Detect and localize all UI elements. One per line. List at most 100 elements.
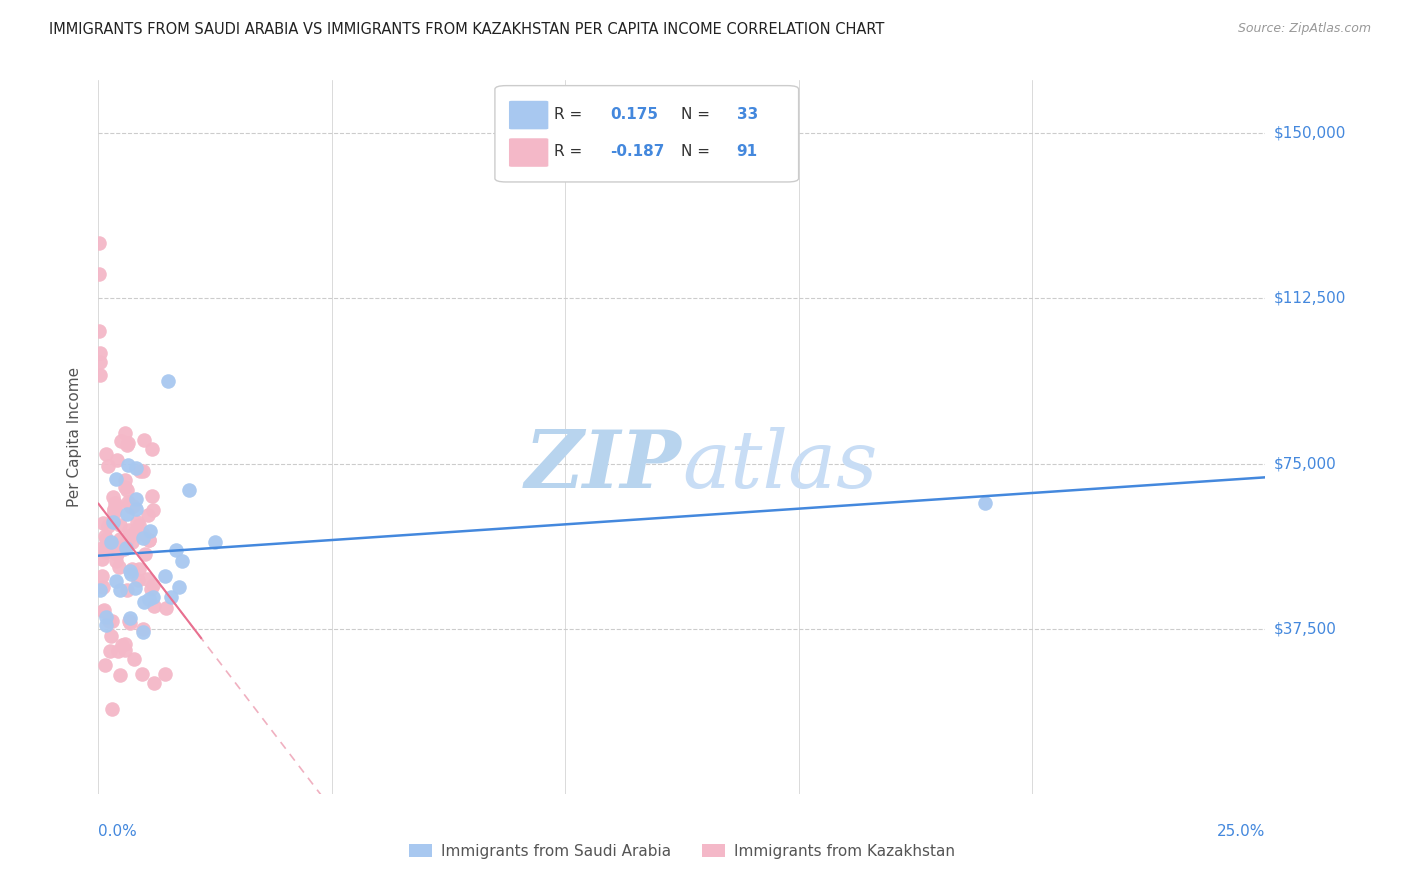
Point: [89, 582, 111, 597]
FancyBboxPatch shape: [509, 101, 548, 129]
Point: [132, 622, 155, 636]
Point: [110, 434, 132, 448]
Text: -0.187: -0.187: [610, 145, 665, 159]
Text: atlas: atlas: [682, 427, 877, 504]
Text: R =: R =: [554, 145, 588, 159]
Point: [107, 643, 129, 657]
Point: [167, 580, 190, 594]
Point: [117, 523, 139, 537]
Point: [120, 564, 142, 578]
Point: [143, 599, 166, 613]
Point: [89, 355, 111, 369]
Point: [153, 667, 176, 681]
Text: IMMIGRANTS FROM SAUDI ARABIA VS IMMIGRANTS FROM KAZAKHSTAN PER CAPITA INCOME COR: IMMIGRANTS FROM SAUDI ARABIA VS IMMIGRAN…: [49, 22, 884, 37]
Point: [91, 604, 114, 618]
Point: [112, 541, 135, 556]
Point: [121, 566, 143, 581]
Point: [97, 458, 120, 473]
Point: [103, 501, 125, 516]
Point: [90, 552, 112, 566]
Point: [114, 643, 136, 657]
Point: [118, 498, 141, 512]
Point: [128, 562, 150, 576]
Point: [94, 529, 117, 543]
Point: [118, 529, 141, 543]
Point: [138, 533, 160, 547]
Point: [129, 464, 152, 478]
Point: [153, 569, 176, 583]
Point: [96, 519, 118, 533]
Point: [114, 637, 136, 651]
Point: [108, 582, 131, 597]
Point: [108, 668, 131, 682]
Text: 91: 91: [737, 145, 758, 159]
Point: [90, 569, 112, 583]
Point: [105, 547, 128, 561]
Legend: Immigrants from Saudi Arabia, Immigrants from Kazakhstan: Immigrants from Saudi Arabia, Immigrants…: [404, 838, 960, 864]
Point: [105, 500, 128, 514]
Point: [204, 534, 226, 549]
Point: [125, 461, 148, 475]
Point: [124, 652, 146, 666]
Point: [115, 582, 138, 597]
Point: [108, 559, 131, 574]
Point: [165, 542, 187, 557]
Point: [131, 527, 153, 541]
Point: [105, 453, 128, 467]
Text: 33: 33: [737, 107, 758, 121]
Point: [96, 545, 118, 559]
Point: [101, 490, 124, 504]
Point: [170, 554, 193, 568]
Point: [89, 267, 111, 281]
Point: [121, 535, 143, 549]
Point: [122, 500, 145, 514]
Point: [94, 609, 117, 624]
Point: [115, 483, 138, 497]
Point: [155, 601, 177, 615]
Point: [142, 577, 165, 591]
Point: [139, 582, 162, 596]
Point: [974, 496, 997, 510]
Point: [157, 374, 180, 388]
Point: [124, 524, 146, 539]
Point: [103, 503, 125, 517]
Point: [111, 638, 134, 652]
Point: [117, 494, 139, 508]
Point: [94, 533, 117, 547]
Point: [110, 532, 132, 546]
Point: [121, 562, 143, 576]
Point: [98, 644, 121, 658]
Point: [101, 515, 124, 529]
Point: [89, 236, 111, 251]
Point: [89, 324, 111, 338]
Point: [89, 346, 111, 360]
Text: Source: ZipAtlas.com: Source: ZipAtlas.com: [1237, 22, 1371, 36]
Point: [160, 590, 183, 604]
Point: [114, 425, 136, 440]
Point: [91, 516, 114, 530]
Point: [124, 581, 146, 595]
Point: [108, 518, 131, 533]
Point: [138, 592, 160, 607]
Text: N =: N =: [681, 145, 714, 159]
Text: 0.0%: 0.0%: [98, 824, 138, 839]
Point: [91, 580, 114, 594]
Point: [89, 368, 111, 383]
Point: [100, 629, 122, 643]
Point: [128, 518, 150, 533]
Point: [131, 625, 153, 640]
Point: [120, 500, 142, 514]
Point: [100, 702, 122, 716]
Text: $75,000: $75,000: [1274, 456, 1337, 471]
Point: [115, 541, 138, 556]
Y-axis label: Per Capita Income: Per Capita Income: [67, 367, 83, 508]
Point: [104, 554, 127, 568]
Point: [177, 483, 200, 497]
Point: [134, 595, 156, 609]
Point: [117, 533, 139, 547]
Point: [96, 617, 118, 632]
Point: [136, 572, 159, 586]
Point: [100, 535, 122, 549]
Point: [100, 538, 122, 552]
Text: $37,500: $37,500: [1274, 621, 1337, 636]
